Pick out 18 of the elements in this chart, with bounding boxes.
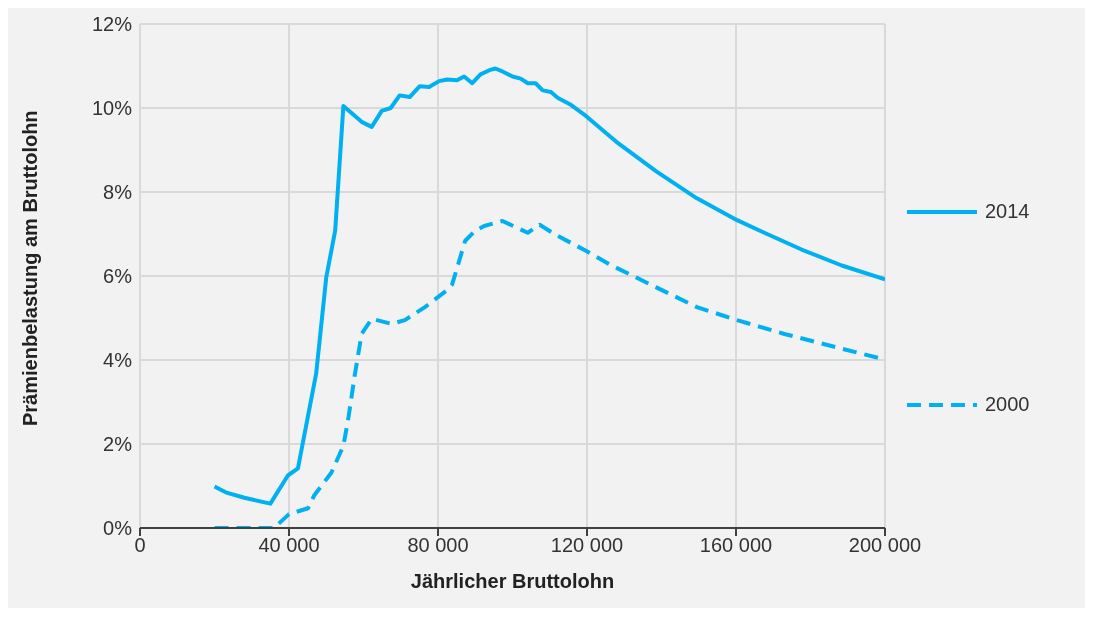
y-tick-label: 8% — [103, 181, 133, 204]
x-tick-label: 160 000 — [699, 534, 773, 557]
y-tick-label: 0% — [103, 517, 133, 540]
legend-label: 2014 — [985, 200, 1030, 223]
y-tick-label: 2% — [103, 433, 133, 456]
y-tick-label: 10% — [91, 97, 133, 120]
y-axis-title: Prämienbelastung am Bruttolohn — [19, 110, 42, 426]
x-tick-label: 40 000 — [258, 534, 320, 557]
y-tick-label: 12% — [91, 13, 133, 36]
x-tick-label: 200 000 — [848, 534, 922, 557]
x-tick-label: 80 000 — [407, 534, 469, 557]
x-tick-label: 120 000 — [550, 534, 624, 557]
y-tick-label: 6% — [103, 265, 133, 288]
x-axis-title: Jährlicher Bruttolohn — [410, 570, 615, 592]
y-tick-label: 4% — [103, 349, 133, 372]
line-series — [212, 66, 885, 506]
x-tick-label: 0 — [134, 534, 146, 557]
legend-label: 2000 — [985, 393, 1030, 416]
